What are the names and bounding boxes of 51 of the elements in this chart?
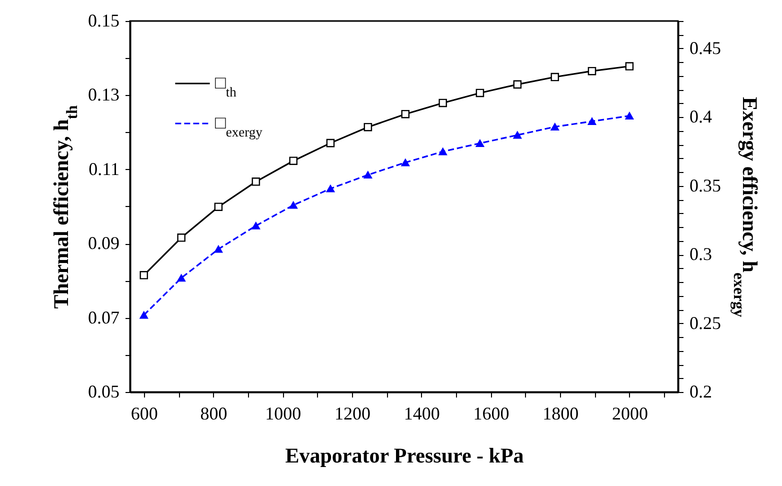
point — [140, 271, 148, 280]
y2-tick-label: 0.4 — [690, 106, 712, 127]
y2-tick-label: 0.25 — [690, 312, 721, 333]
point — [625, 62, 634, 70]
point — [252, 178, 260, 186]
point — [625, 112, 634, 120]
y-tick-label: 0.13 — [88, 84, 120, 105]
x-tick-label: 1800 — [542, 404, 579, 424]
point — [289, 156, 298, 165]
point — [550, 123, 560, 130]
point — [401, 110, 410, 118]
x-tick-label: 1000 — [265, 404, 302, 424]
x-tick-label: 800 — [200, 404, 228, 424]
point — [513, 80, 522, 89]
x-tick-label: 2000 — [612, 404, 648, 424]
x-axis-title: Evaporator Pressure - kPa — [285, 444, 524, 468]
point — [252, 222, 260, 230]
point — [214, 202, 223, 212]
y-tick-label: 0.05 — [88, 382, 120, 402]
point — [177, 274, 186, 282]
point — [326, 138, 335, 148]
point — [140, 311, 148, 319]
x-tick-label: 1200 — [334, 404, 370, 424]
point — [438, 98, 447, 108]
point — [588, 118, 596, 125]
point — [289, 201, 298, 209]
point — [438, 148, 447, 156]
y-tick-label: 0.07 — [88, 307, 120, 328]
point — [177, 234, 186, 242]
x-tick-label: 600 — [130, 404, 158, 424]
y-tick-label: 0.09 — [88, 233, 120, 254]
point — [214, 245, 223, 253]
y2-tick-label: 0.45 — [690, 38, 721, 58]
point — [364, 122, 372, 132]
point — [476, 88, 484, 98]
point — [401, 158, 410, 166]
point — [550, 72, 560, 82]
y-tick-label: 0.11 — [88, 158, 120, 179]
legend-label: □$_{exergy}$ — [215, 112, 263, 139]
y2-tick-label: 0.3 — [690, 244, 712, 264]
legend-label: □$_{th}$ — [215, 72, 237, 99]
point — [476, 140, 484, 147]
point — [513, 131, 522, 139]
x-tick-label: 1600 — [473, 404, 510, 424]
point — [364, 171, 372, 179]
y-tick-label: 0.15 — [88, 10, 120, 30]
x-tick-label: 1400 — [404, 404, 440, 424]
y2-tick-label: 0.2 — [690, 382, 712, 402]
point — [326, 184, 335, 192]
y2-tick-label: 0.35 — [690, 175, 721, 196]
point — [588, 66, 596, 76]
